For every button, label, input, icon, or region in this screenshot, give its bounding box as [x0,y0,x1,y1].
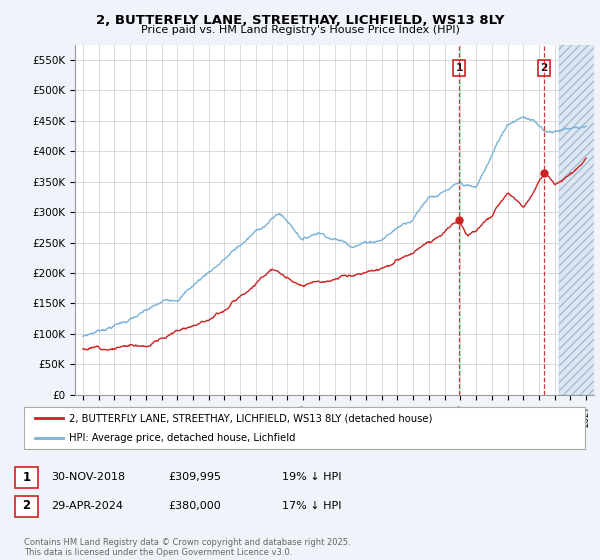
Text: 2: 2 [22,499,31,512]
Text: 19% ↓ HPI: 19% ↓ HPI [282,472,341,482]
Text: HPI: Average price, detached house, Lichfield: HPI: Average price, detached house, Lich… [69,433,295,443]
Text: £380,000: £380,000 [168,501,221,511]
Text: 2: 2 [541,63,548,73]
Text: 17% ↓ HPI: 17% ↓ HPI [282,501,341,511]
Bar [559,45,600,395]
Text: Price paid vs. HM Land Registry's House Price Index (HPI): Price paid vs. HM Land Registry's House … [140,25,460,35]
Text: £309,995: £309,995 [168,472,221,482]
Text: 2, BUTTERFLY LANE, STREETHAY, LICHFIELD, WS13 8LY (detached house): 2, BUTTERFLY LANE, STREETHAY, LICHFIELD,… [69,413,432,423]
Text: 2, BUTTERFLY LANE, STREETHAY, LICHFIELD, WS13 8LY: 2, BUTTERFLY LANE, STREETHAY, LICHFIELD,… [96,14,504,27]
Text: 29-APR-2024: 29-APR-2024 [51,501,123,511]
Text: 30-NOV-2018: 30-NOV-2018 [51,472,125,482]
Text: 1: 1 [22,470,31,484]
Text: Contains HM Land Registry data © Crown copyright and database right 2025.
This d: Contains HM Land Registry data © Crown c… [24,538,350,557]
Text: 1: 1 [455,63,463,73]
